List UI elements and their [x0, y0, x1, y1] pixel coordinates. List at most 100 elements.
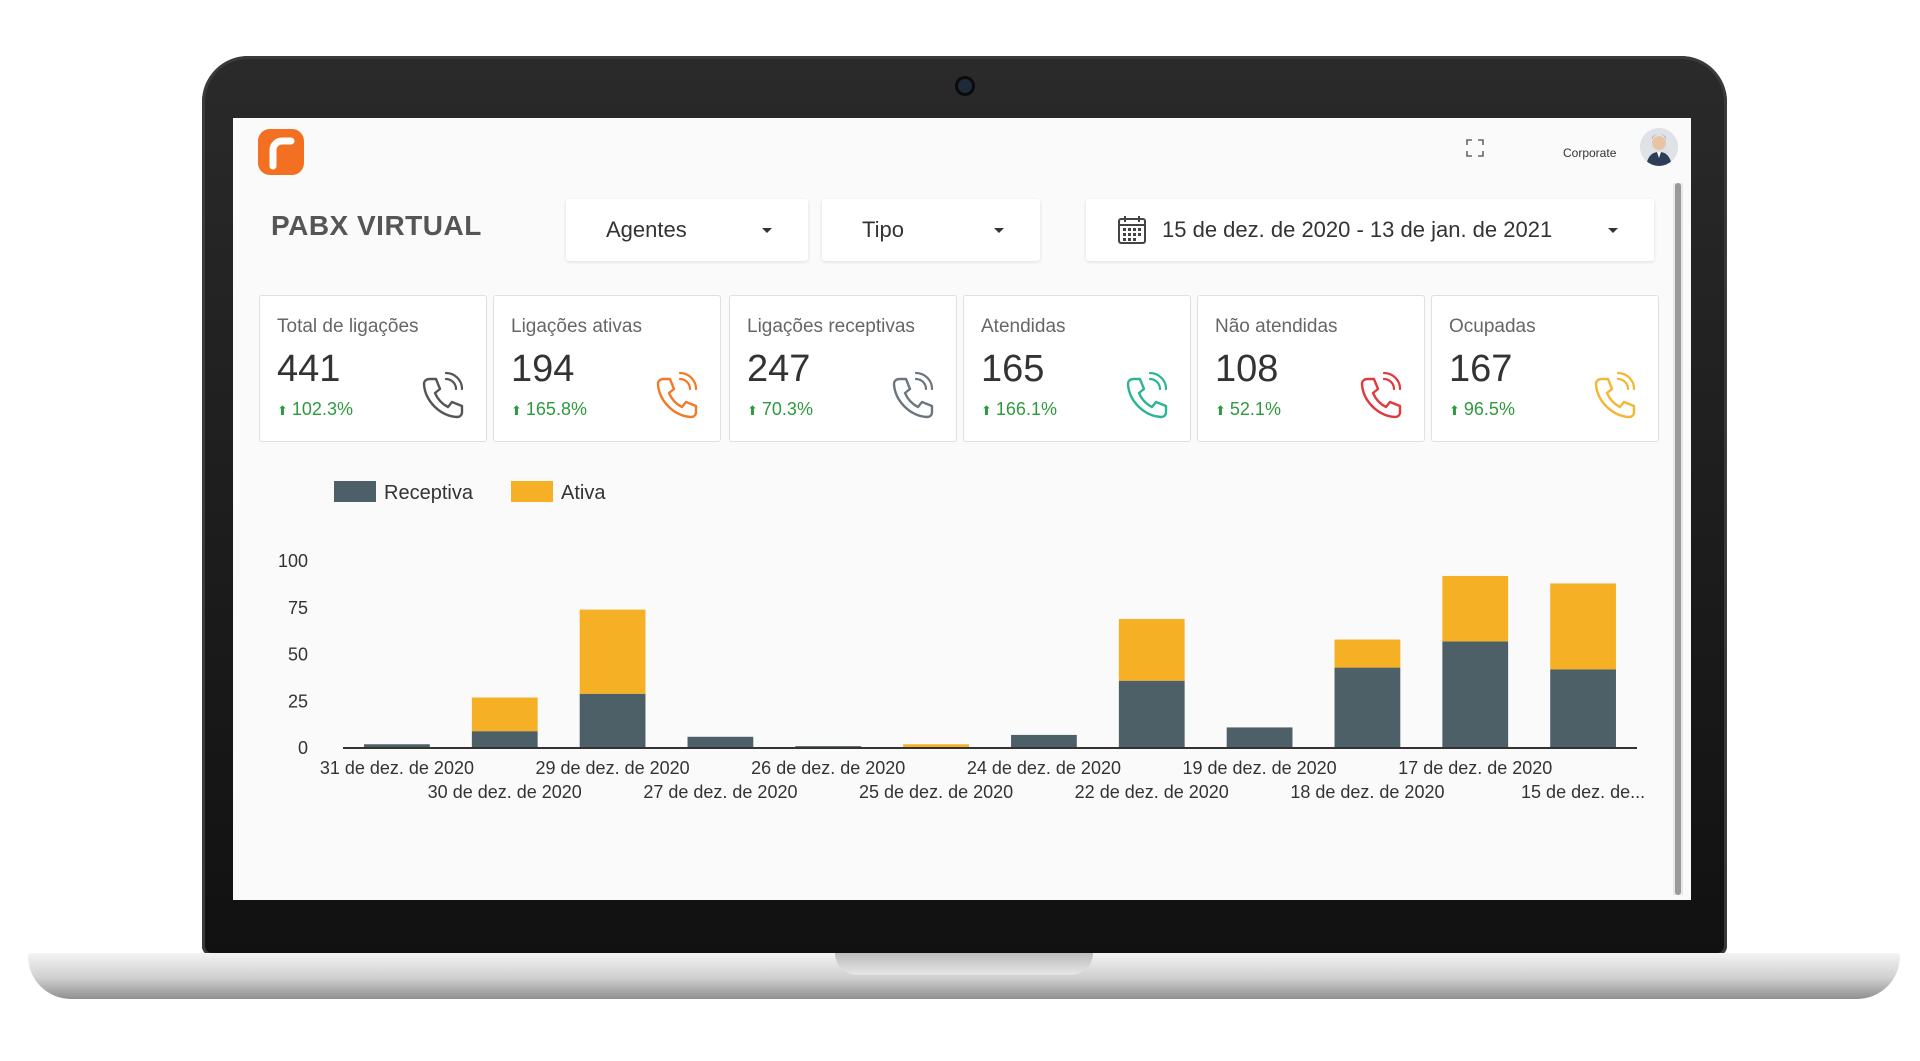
bar-receptiva[interactable]: [1118, 680, 1185, 748]
kpi-value: 165: [981, 348, 1045, 390]
bar-ativa[interactable]: [1118, 618, 1185, 681]
kpi-value: 167: [1449, 348, 1513, 390]
x-tick-label: 29 de dez. de 2020: [536, 758, 690, 778]
kpi-delta-value: 165.8%: [525, 399, 587, 419]
kpi-label: Atendidas: [981, 316, 1066, 337]
y-axis: 100 75 50 25 0: [278, 551, 308, 758]
type-dropdown[interactable]: Tipo: [822, 199, 1040, 261]
bar-ativa[interactable]: [1334, 639, 1401, 668]
agents-dropdown-label: Agentes: [606, 217, 687, 242]
y-tick-label: 50: [288, 645, 308, 665]
bar-receptiva[interactable]: [364, 744, 430, 748]
vertical-scrollbar[interactable]: [1673, 183, 1683, 895]
x-tick-label: 25 de dez. de 2020: [859, 782, 1013, 802]
kpi-card-total[interactable]: Total de ligações 441 ⬆ 102.3%: [259, 295, 487, 442]
chart-legend: Receptiva Ativa: [334, 481, 606, 504]
kpi-label: Ligações receptivas: [747, 316, 915, 337]
kpi-value: 108: [1215, 348, 1279, 390]
arrow-up-icon: ⬆: [1215, 403, 1226, 418]
x-tick-label: 17 de dez. de 2020: [1398, 758, 1552, 778]
x-tick-label: 30 de dez. de 2020: [428, 782, 582, 802]
phone-icon: [1594, 371, 1636, 419]
kpi-delta: ⬆ 96.5%: [1449, 399, 1515, 420]
x-tick-label: 27 de dez. de 2020: [643, 782, 797, 802]
y-tick-label: 0: [298, 738, 308, 758]
bar-receptiva[interactable]: [1550, 669, 1616, 748]
kpi-label: Total de ligações: [277, 316, 419, 337]
kpi-label: Não atendidas: [1215, 316, 1338, 337]
bar-ativa[interactable]: [579, 609, 646, 694]
kpi-card-unanswered[interactable]: Não atendidas 108 ⬆ 52.1%: [1197, 295, 1425, 442]
bar-receptiva[interactable]: [687, 736, 754, 748]
x-tick-label: 15 de dez. de...: [1521, 782, 1645, 802]
kpi-delta-value: 102.3%: [291, 399, 353, 419]
kpi-card-received[interactable]: Ligações receptivas 247 ⬆ 70.3%: [729, 295, 957, 442]
scrollbar-thumb[interactable]: [1675, 183, 1681, 895]
chevron-down-icon: [762, 228, 772, 233]
bar-ativa[interactable]: [1550, 583, 1616, 670]
legend-label-receptiva: Receptiva: [384, 482, 474, 504]
agents-dropdown[interactable]: Agentes: [566, 199, 808, 261]
kpi-delta-value: 96.5%: [1463, 399, 1515, 419]
arrow-up-icon: ⬆: [511, 403, 522, 418]
chevron-down-icon: [1608, 228, 1618, 233]
phone-icon: [1126, 371, 1168, 419]
phone-icon: [892, 371, 934, 419]
kpi-value: 247: [747, 348, 811, 390]
kpi-label: Ocupadas: [1449, 316, 1536, 337]
kpi-card-busy[interactable]: Ocupadas 167 ⬆ 96.5%: [1431, 295, 1659, 442]
bar-ativa[interactable]: [471, 697, 538, 732]
kpi-card-answered[interactable]: Atendidas 165 ⬆ 166.1%: [963, 295, 1191, 442]
kpi-value: 194: [511, 348, 575, 390]
x-tick-label: 24 de dez. de 2020: [967, 758, 1121, 778]
bar-ativa[interactable]: [903, 744, 969, 748]
bar-receptiva[interactable]: [1334, 667, 1401, 748]
bar-receptiva[interactable]: [1442, 641, 1509, 748]
logo-icon[interactable]: [258, 129, 304, 175]
laptop-notch: [835, 953, 1093, 975]
x-tick-label: 18 de dez. de 2020: [1290, 782, 1444, 802]
phone-icon: [656, 371, 698, 419]
user-name: Corporate: [1563, 146, 1617, 160]
bar-receptiva[interactable]: [471, 731, 538, 748]
bar-receptiva[interactable]: [1011, 734, 1077, 748]
type-dropdown-label: Tipo: [862, 217, 904, 242]
kpi-label: Ligações ativas: [511, 316, 642, 337]
kpi-delta-value: 52.1%: [1229, 399, 1281, 419]
x-tick-label: 26 de dez. de 2020: [751, 758, 905, 778]
legend-swatch-receptiva: [334, 481, 376, 502]
kpi-delta-value: 166.1%: [995, 399, 1057, 419]
kpi-delta: ⬆ 52.1%: [1215, 399, 1281, 420]
kpi-delta: ⬆ 70.3%: [747, 399, 813, 420]
kpi-delta-value: 70.3%: [761, 399, 813, 419]
legend-swatch-ativa: [511, 481, 553, 502]
bar-ativa[interactable]: [1442, 575, 1509, 642]
y-tick-label: 25: [288, 691, 308, 711]
x-tick-label: 22 de dez. de 2020: [1075, 782, 1229, 802]
phone-icon: [1360, 371, 1402, 419]
date-range-picker[interactable]: 15 de dez. de 2020 - 13 de jan. de 2021: [1086, 199, 1654, 261]
y-tick-label: 75: [288, 598, 308, 618]
expand-icon[interactable]: [1465, 138, 1485, 158]
kpi-value: 441: [277, 348, 341, 390]
kpi-card-active[interactable]: Ligações ativas 194 ⬆ 165.8%: [493, 295, 721, 442]
kpi-delta: ⬆ 102.3%: [277, 399, 353, 420]
avatar[interactable]: [1640, 128, 1678, 166]
kpi-delta: ⬆ 165.8%: [511, 399, 587, 420]
bars: [364, 575, 1616, 748]
arrow-up-icon: ⬆: [747, 403, 758, 418]
x-tick-label: 31 de dez. de 2020: [320, 758, 474, 778]
kpi-delta: ⬆ 166.1%: [981, 399, 1057, 420]
arrow-up-icon: ⬆: [1449, 403, 1460, 418]
dashboard-screen: Corporate PABX VIRTUAL Agentes Tipo 15 d…: [233, 118, 1691, 900]
x-axis-labels: 31 de dez. de 2020 30 de dez. de 2020 29 d…: [320, 758, 1645, 802]
calendar-icon: [1118, 216, 1146, 244]
calls-bar-chart: Receptiva Ativa 100 75 50 25 0 31 de dez. de…: [278, 481, 1645, 802]
phone-icon: [422, 371, 464, 419]
bar-receptiva[interactable]: [1226, 727, 1293, 748]
camera-icon: [958, 79, 972, 93]
arrow-up-icon: ⬆: [277, 403, 288, 418]
chevron-down-icon: [994, 228, 1004, 233]
x-tick-label: 19 de dez. de 2020: [1183, 758, 1337, 778]
bar-receptiva[interactable]: [579, 693, 646, 748]
